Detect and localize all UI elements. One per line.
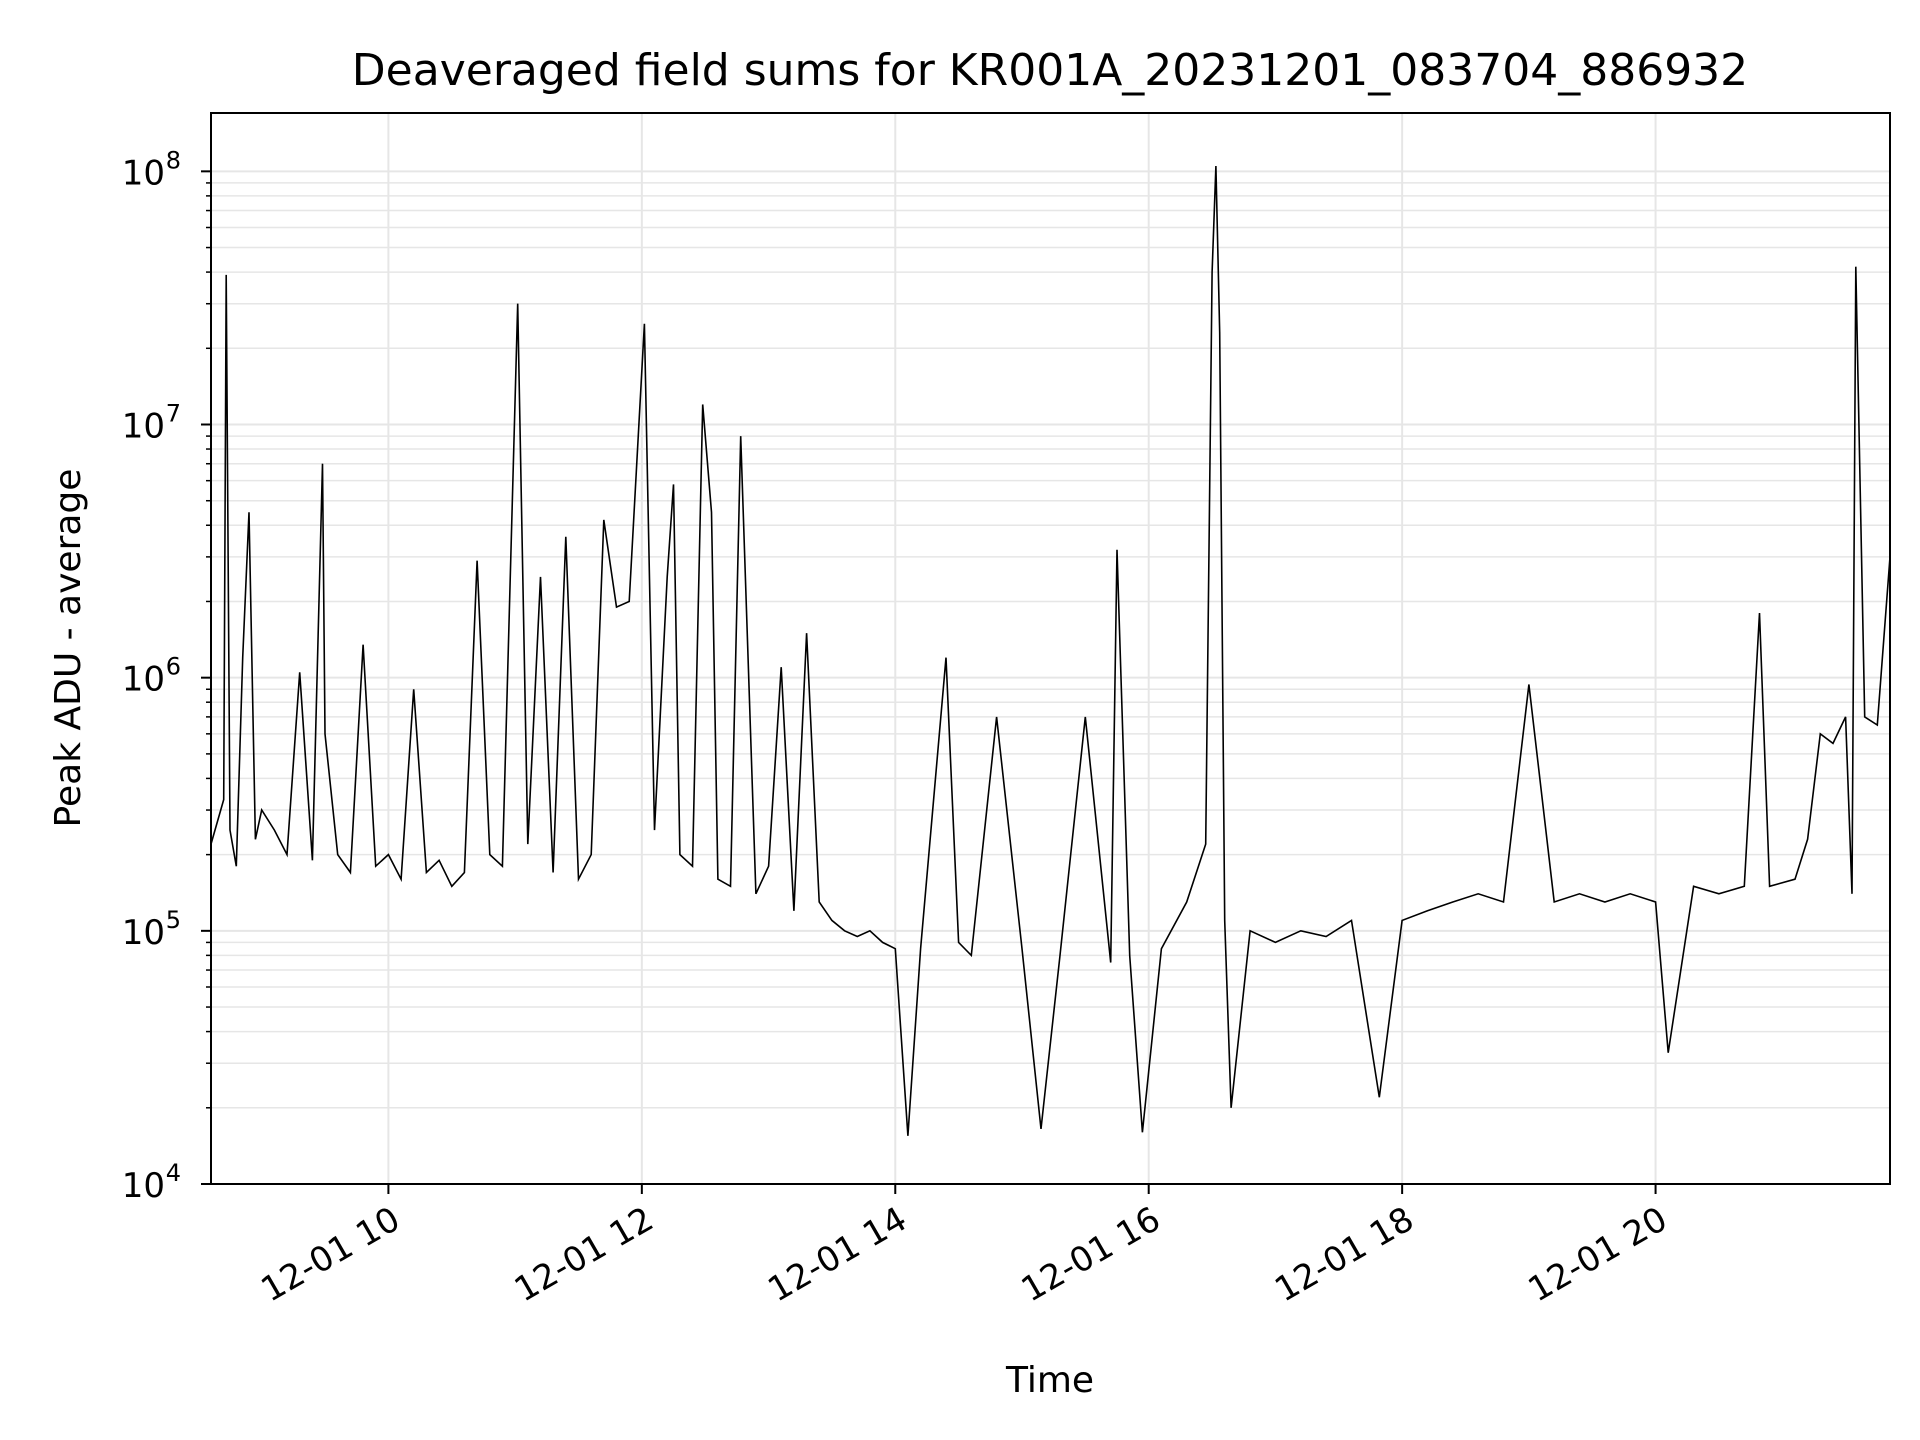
chart-title: Deaveraged field sums for KR001A_2023120…	[352, 45, 1748, 96]
y-tick-label: 10	[122, 913, 165, 953]
y-tick-label-exponent: 4	[166, 1159, 181, 1187]
y-axis-label: Peak ADU - average	[48, 469, 89, 828]
plot-frame	[210, 112, 1891, 1185]
y-tick-label: 10	[122, 1166, 165, 1206]
x-axis-label: Time	[1005, 1360, 1094, 1401]
y-tick-label: 10	[122, 660, 165, 700]
y-tick-label: 10	[122, 153, 165, 193]
grid-lines	[211, 113, 1890, 1185]
y-tick-label-exponent: 5	[166, 906, 181, 934]
y-tick-label-exponent: 8	[166, 146, 181, 174]
y-tick-label-exponent: 7	[166, 400, 181, 428]
series-line-0	[210, 165, 1891, 1136]
series-layer	[210, 165, 1891, 1136]
y-tick-label: 10	[122, 407, 165, 447]
y-tick-label-exponent: 6	[166, 653, 181, 681]
